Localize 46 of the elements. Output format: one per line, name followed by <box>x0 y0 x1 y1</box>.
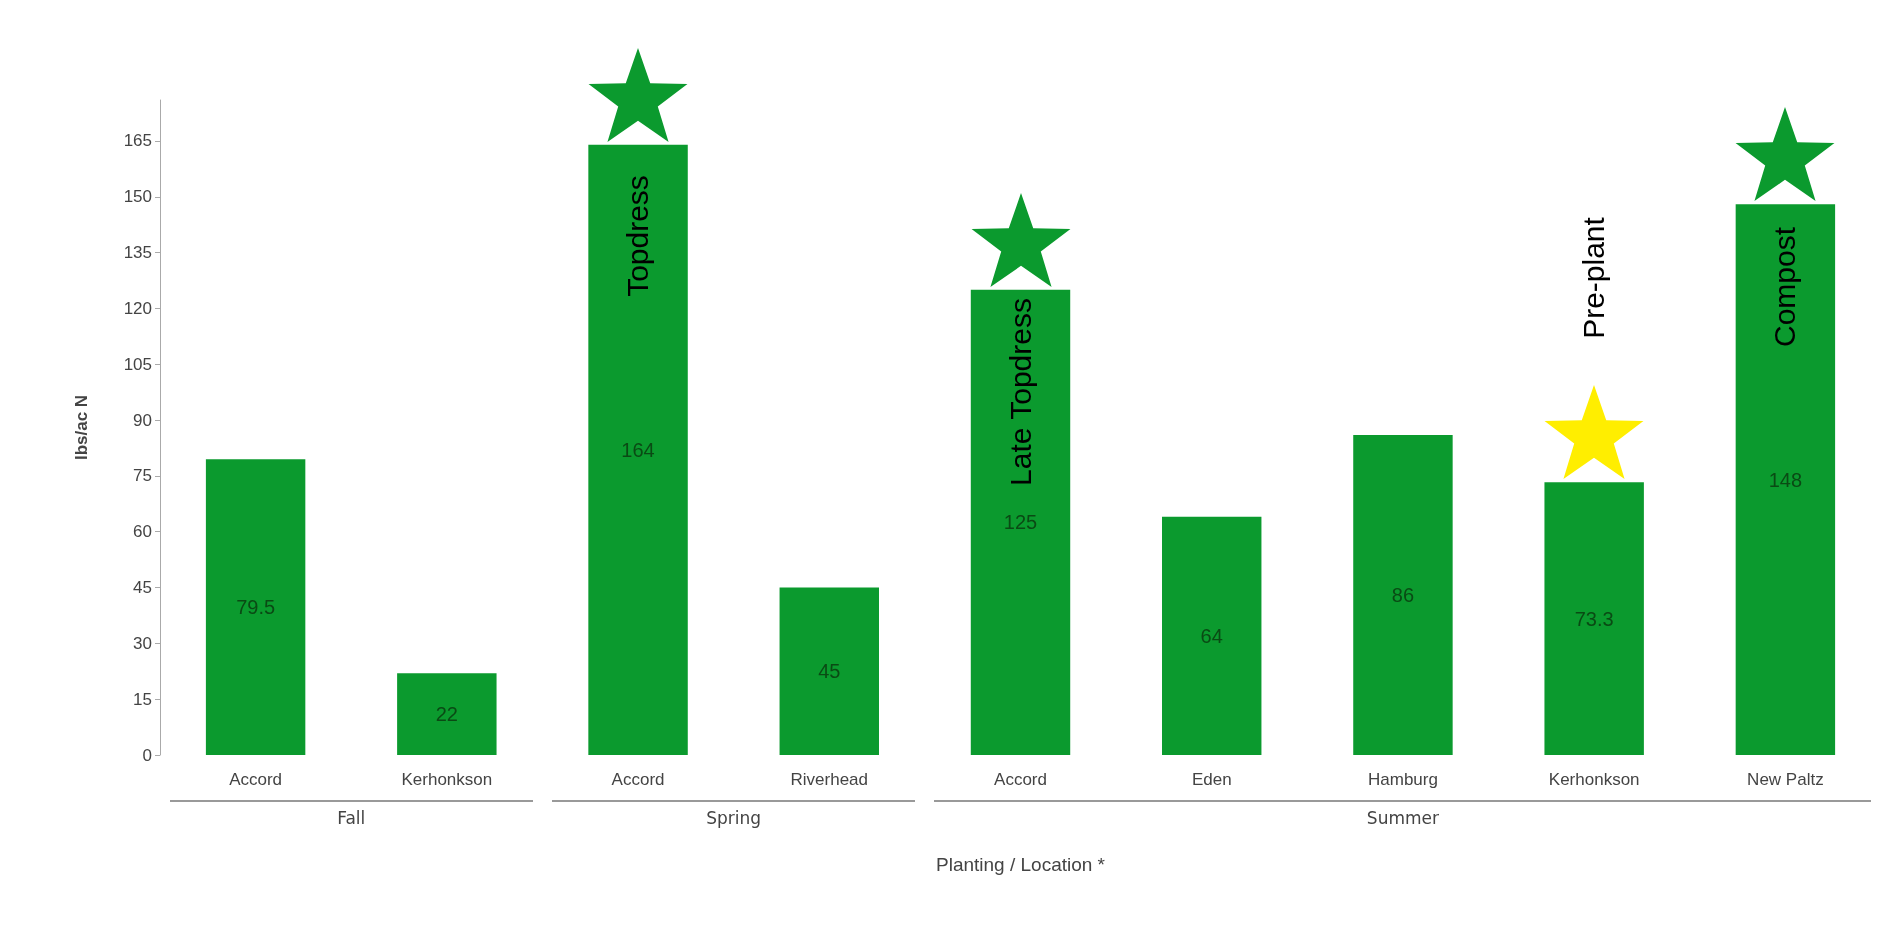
y-tick-label: 60 <box>133 522 152 542</box>
annotation: Compost <box>1768 226 1803 347</box>
data-label: 45 <box>818 660 841 683</box>
x-tick-label: Riverhead <box>790 770 869 789</box>
data-label: 148 <box>1768 468 1803 491</box>
data-label: 79.5 <box>236 596 276 619</box>
bar <box>1353 434 1453 755</box>
x-tick-label: Accord <box>611 770 665 789</box>
x-tick-label: Kerhonkson <box>401 770 493 789</box>
text: Summer <box>1366 808 1440 828</box>
y-tick-label: 135 <box>123 243 152 263</box>
y-tick-label: 120 <box>123 298 152 318</box>
y-tick-label: 0 <box>142 745 152 765</box>
data-label: 86 <box>1391 583 1415 606</box>
bar <box>779 587 879 755</box>
x-axis-title: Planting / Location * <box>935 854 1106 875</box>
y-axis-title: lbs/ac N <box>72 394 91 461</box>
bar <box>1162 516 1262 755</box>
annotation: Topdress <box>621 175 656 298</box>
x-tick-label: New Paltz <box>1747 770 1824 789</box>
bar <box>205 459 306 755</box>
y-tick-label: 75 <box>133 466 152 486</box>
x-tick-label: Kerhonkson <box>1548 770 1640 789</box>
y-tick-label: 45 <box>133 578 152 598</box>
y-tick-label: 90 <box>133 410 152 430</box>
data-label: 64 <box>1200 624 1223 647</box>
x-tick-label: Hamburg <box>1367 770 1438 789</box>
x-tick-label: Eden <box>1191 770 1232 789</box>
y-tick-label: 30 <box>133 633 152 653</box>
bar <box>397 673 497 755</box>
data-label: 125 <box>1003 511 1038 534</box>
y-tick-label: 165 <box>123 131 152 151</box>
x-tick-label: Accord <box>994 770 1047 789</box>
y-tick-label: 150 <box>123 187 152 207</box>
bar <box>1735 204 1836 755</box>
data-label: 73.3 <box>1574 607 1614 630</box>
annotation: Pre-plant <box>1577 216 1612 339</box>
annotation: Late Topdress <box>1003 298 1038 487</box>
y-tick-label: 15 <box>133 689 152 709</box>
data-label: 164 <box>621 438 655 461</box>
y-tick-label: 105 <box>123 354 152 374</box>
x-tick-label: Accord <box>229 770 283 789</box>
text: Spring <box>706 808 762 828</box>
text: Fall <box>337 808 366 828</box>
data-label: 22 <box>435 703 458 726</box>
bar <box>1544 482 1644 755</box>
